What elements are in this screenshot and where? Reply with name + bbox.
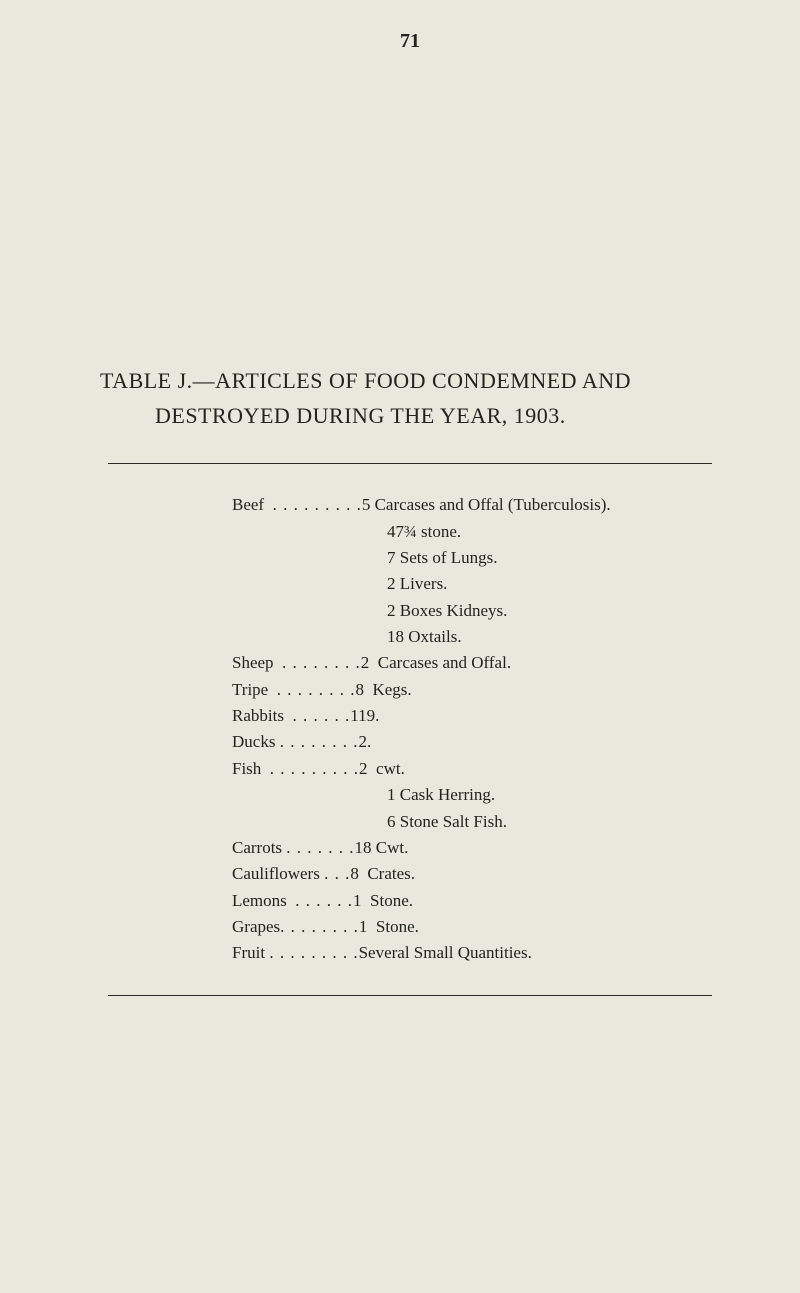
- list-item: Lemons . . . . . .1 Stone.: [232, 888, 688, 914]
- item-value: 2 Carcases and Offal.: [361, 650, 511, 676]
- leader-dots: . . . . . . . .: [280, 914, 359, 940]
- leader-dots: . . . . . . . . .: [273, 492, 362, 518]
- table-heading: TABLE J.—ARTICLES OF FOOD CONDEMNED AND …: [100, 363, 720, 433]
- item-label: Grapes: [232, 914, 280, 940]
- item-label: Rabbits: [232, 703, 292, 729]
- item-value: 119.: [350, 703, 379, 729]
- table-frame: Beef . . . . . . . . .5 Carcases and Off…: [108, 463, 712, 995]
- item-subline: 1 Cask Herring.: [387, 782, 688, 808]
- list-item: Rabbits . . . . . .119.: [232, 703, 688, 729]
- item-value: 1 Stone.: [359, 914, 419, 940]
- heading-line-1: TABLE J.—ARTICLES OF FOOD CONDEMNED AND: [100, 368, 631, 393]
- food-list: Beef . . . . . . . . .5 Carcases and Off…: [232, 492, 688, 966]
- item-value: Several Small Quantities.: [359, 940, 532, 966]
- leader-dots: . . . . . .: [292, 703, 350, 729]
- item-label: Lemons: [232, 888, 295, 914]
- leader-dots: . . . . . . . .: [277, 677, 356, 703]
- item-value: 18 Cwt.: [355, 835, 409, 861]
- heading-line-2: DESTROYED DURING THE YEAR, 1903.: [155, 403, 566, 428]
- item-label: Tripe: [232, 677, 277, 703]
- item-label: Carrots: [232, 835, 286, 861]
- list-item: Ducks . . . . . . . .2.: [232, 729, 688, 755]
- list-item: Tripe . . . . . . . .8 Kegs.: [232, 677, 688, 703]
- item-value: 8 Crates.: [350, 861, 415, 887]
- document-page: 71 TABLE J.—ARTICLES OF FOOD CONDEMNED A…: [0, 0, 800, 1293]
- list-item: Fish . . . . . . . . .2 cwt.: [232, 756, 688, 782]
- item-subline: 2 Boxes Kidneys.: [387, 598, 688, 624]
- item-label: Ducks: [232, 729, 280, 755]
- page-number: 71: [100, 30, 720, 53]
- leader-dots: . . . . . . . . .: [270, 756, 359, 782]
- item-label: Cauliflowers: [232, 861, 324, 887]
- item-subline: 7 Sets of Lungs.: [387, 545, 688, 571]
- item-value: 5 Carcases and Offal (Tuberculosis).: [362, 492, 611, 518]
- list-item: Fruit . . . . . . . . .Several Small Qua…: [232, 940, 688, 966]
- list-item: Beef . . . . . . . . .5 Carcases and Off…: [232, 492, 688, 518]
- leader-dots: . . . . . . . .: [280, 729, 359, 755]
- list-item: Grapes. . . . . . . .1 Stone.: [232, 914, 688, 940]
- item-label: Beef: [232, 492, 273, 518]
- list-item: Cauliflowers . . .8 Crates.: [232, 861, 688, 887]
- item-subline: 6 Stone Salt Fish.: [387, 809, 688, 835]
- leader-dots: . . . . . .: [295, 888, 353, 914]
- item-value: 8 Kegs.: [355, 677, 411, 703]
- item-value: 1 Stone.: [353, 888, 413, 914]
- list-item: Sheep . . . . . . . .2 Carcases and Offa…: [232, 650, 688, 676]
- leader-dots: . . . . . . .: [286, 835, 354, 861]
- item-label: Fruit: [232, 940, 269, 966]
- item-label: Sheep: [232, 650, 282, 676]
- item-value: 2.: [358, 729, 371, 755]
- item-subline: 47¾ stone.: [387, 519, 688, 545]
- item-label: Fish: [232, 756, 270, 782]
- leader-dots: . . . . . . . .: [282, 650, 361, 676]
- list-item: Carrots . . . . . . .18 Cwt.: [232, 835, 688, 861]
- leader-dots: . . .: [324, 861, 350, 887]
- leader-dots: . . . . . . . . .: [269, 940, 358, 966]
- item-subline: 18 Oxtails.: [387, 624, 688, 650]
- item-subline: 2 Livers.: [387, 571, 688, 597]
- item-value: 2 cwt.: [359, 756, 405, 782]
